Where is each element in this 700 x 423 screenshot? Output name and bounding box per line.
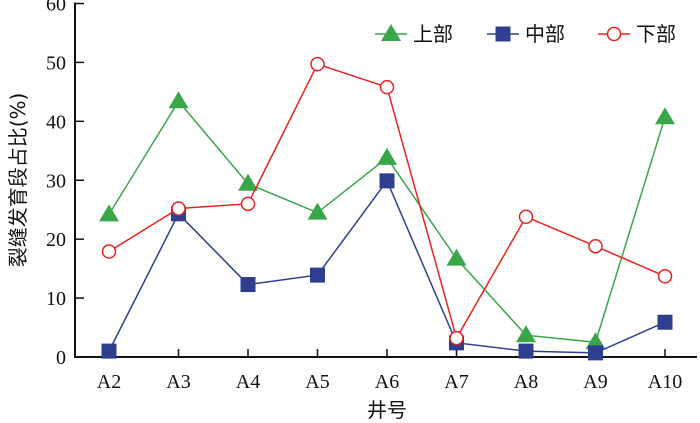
data-point — [446, 248, 467, 266]
data-point — [379, 173, 395, 189]
y-tick-label: 60 — [46, 0, 66, 16]
legend-label: 中部 — [525, 22, 565, 46]
data-point — [655, 107, 675, 125]
y-tick-label: 0 — [56, 347, 66, 369]
legend-marker — [381, 24, 401, 41]
data-point — [377, 147, 397, 165]
data-point — [101, 244, 117, 259]
y-tick-label: 30 — [46, 170, 66, 192]
series-line — [108, 100, 666, 344]
legend: 上部 中部 下部 — [375, 22, 676, 46]
x-tick-label: A3 — [166, 371, 190, 393]
data-point — [168, 91, 189, 109]
legend-marker — [495, 26, 511, 42]
data-point — [585, 332, 606, 350]
data-point — [171, 201, 186, 216]
data-point — [588, 238, 603, 254]
data-point — [307, 202, 328, 220]
series-layer — [99, 56, 675, 361]
x-tick-label: A2 — [97, 371, 121, 393]
data-point — [657, 269, 673, 284]
data-point — [310, 267, 325, 283]
x-tick-label: A6 — [375, 371, 399, 393]
data-point — [588, 345, 603, 361]
series-2 — [101, 173, 673, 361]
data-point — [101, 343, 117, 359]
data-point — [516, 325, 536, 343]
legend-item: 上部 — [375, 22, 453, 46]
axes: 0 10 20 30 40 50 60 A2 A3 A4 A5 A6 A7 A8 A9 A10 — [46, 0, 697, 393]
x-axis-label: 井号 — [367, 398, 407, 422]
data-point — [240, 277, 256, 293]
y-axis-label: 裂缝发育段占比(%) — [6, 93, 30, 268]
series-line — [108, 63, 666, 341]
legend-label: 下部 — [636, 22, 676, 46]
y-tick-label: 20 — [46, 229, 66, 251]
legend-item: 中部 — [487, 22, 565, 46]
data-point — [310, 56, 325, 72]
data-point — [238, 173, 258, 191]
x-tick-label: A9 — [583, 371, 607, 393]
y-tick-label: 50 — [46, 52, 66, 74]
data-point — [518, 343, 534, 359]
x-tick-label: A4 — [236, 371, 260, 393]
data-point — [99, 204, 119, 222]
y-tick-label: 10 — [46, 288, 66, 310]
legend-label: 上部 — [413, 22, 453, 46]
y-tick-label: 40 — [46, 111, 66, 133]
x-tick-label: A7 — [444, 371, 468, 393]
series-3 — [101, 56, 673, 346]
x-tick-label: A10 — [648, 371, 682, 393]
data-point — [240, 196, 256, 212]
series-1 — [99, 91, 675, 350]
data-point — [657, 314, 673, 330]
data-point — [449, 330, 464, 346]
legend-marker — [606, 26, 622, 42]
data-point — [518, 209, 534, 225]
data-point — [379, 79, 395, 95]
x-tick-label: A5 — [305, 371, 329, 393]
legend-item: 下部 — [598, 22, 676, 46]
series-line — [108, 179, 666, 354]
x-tick-label: A8 — [514, 371, 538, 393]
